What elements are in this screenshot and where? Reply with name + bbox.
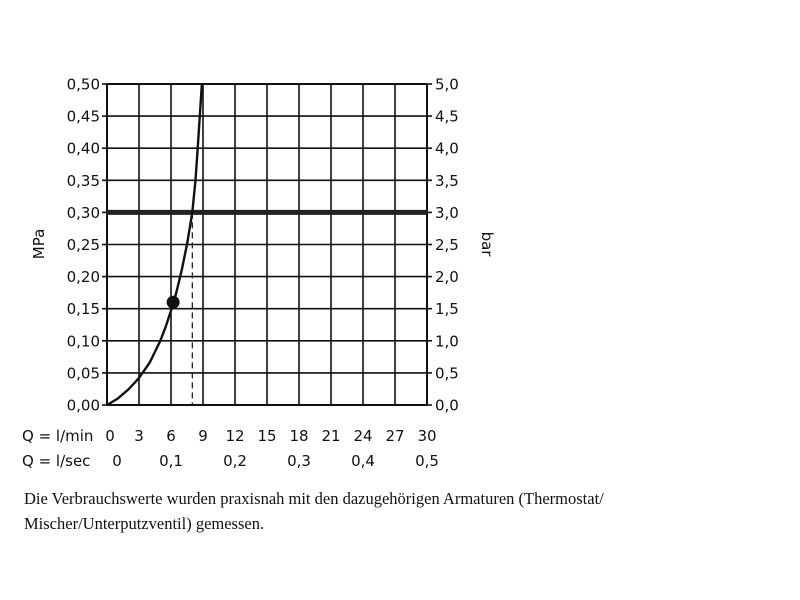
y-tick-label-left: 0,30 [67,204,100,222]
chart-tick-labels: 0,000,050,100,150,200,250,300,350,400,45… [22,76,459,471]
y-tick-label-right: 3,5 [435,172,459,190]
data-point [175,292,177,294]
x-tick-label-lmin: 27 [385,427,404,445]
operating-point-marker [166,295,180,309]
data-point [117,397,119,400]
y-tick-label-left: 0,10 [67,332,100,350]
x-tick-label-lmin: 3 [134,427,144,445]
y-tick-label-right: 3,0 [435,204,459,222]
reference-lines [107,209,427,405]
y-tick-label-right: 1,0 [435,332,459,350]
x-tick-label-lsec: 0,4 [351,452,375,470]
x-tick-label-lmin: 6 [166,427,176,445]
data-point [106,404,108,406]
x-tick-label-lmin: 9 [198,427,208,445]
data-point [127,388,129,391]
data-point [197,147,199,149]
chart-series [106,83,204,407]
x-tick-label-lsec: 0,5 [415,452,439,470]
y-axis-label-left: MPa [30,229,48,260]
data-point [149,362,151,364]
x-tick-label-lmin: 12 [225,427,244,445]
y-tick-label-right: 1,5 [435,300,459,318]
x-tick-label-lmin: 30 [417,427,436,445]
x-tick-label-lmin: 15 [257,427,276,445]
y-tick-label-left: 0,05 [67,364,100,382]
pressure-flow-chart: 0,000,050,100,150,200,250,300,350,400,45… [22,76,496,471]
y-axis-label-right: bar [478,232,496,258]
y-tick-label-left: 0,45 [67,108,100,126]
x-tick-label-lsec: 0,1 [159,452,183,470]
data-point [199,115,201,117]
y-tick-label-left: 0,40 [67,140,100,158]
x-tick-label-lmin: 18 [289,427,308,445]
x-tick-label-lsec: 0,3 [287,452,311,470]
data-point [181,269,183,271]
y-tick-label-right: 2,0 [435,268,459,286]
x-axis-label-lsec: Q = l/sec [22,452,90,470]
y-tick-label-left: 0,35 [67,172,100,190]
y-tick-label-right: 0,5 [435,364,459,382]
y-tick-label-left: 0,15 [67,300,100,318]
y-tick-label-right: 0,0 [435,397,459,415]
data-point [159,340,161,342]
x-tick-label-lmin: 0 [105,427,115,445]
y-tick-label-right: 4,0 [435,140,459,158]
y-tick-label-right: 2,5 [435,236,459,254]
y-tick-label-left: 0,50 [67,76,100,94]
data-point [186,243,188,246]
y-tick-label-right: 5,0 [435,76,459,94]
y-tick-label-left: 0,20 [67,268,100,286]
caption-text: Die Verbrauchswerte wurden praxisnah mit… [24,489,604,533]
y-tick-label-left: 0,00 [67,397,100,415]
chart-grid [102,83,432,406]
y-tick-label-right: 4,5 [435,108,459,126]
x-tick-label-lsec: 0 [112,452,122,470]
data-point [138,377,140,379]
data-point [201,83,203,85]
x-tick-label-lsec: 0,2 [223,452,247,470]
data-point [194,179,197,181]
x-tick-label-lmin: 24 [353,427,372,445]
data-point [170,310,172,312]
x-axis-label-lmin: Q = l/min [22,427,93,445]
data-point [165,326,167,328]
x-tick-label-lmin: 21 [321,427,340,445]
y-tick-label-left: 0,25 [67,236,100,254]
data-point [191,211,193,213]
